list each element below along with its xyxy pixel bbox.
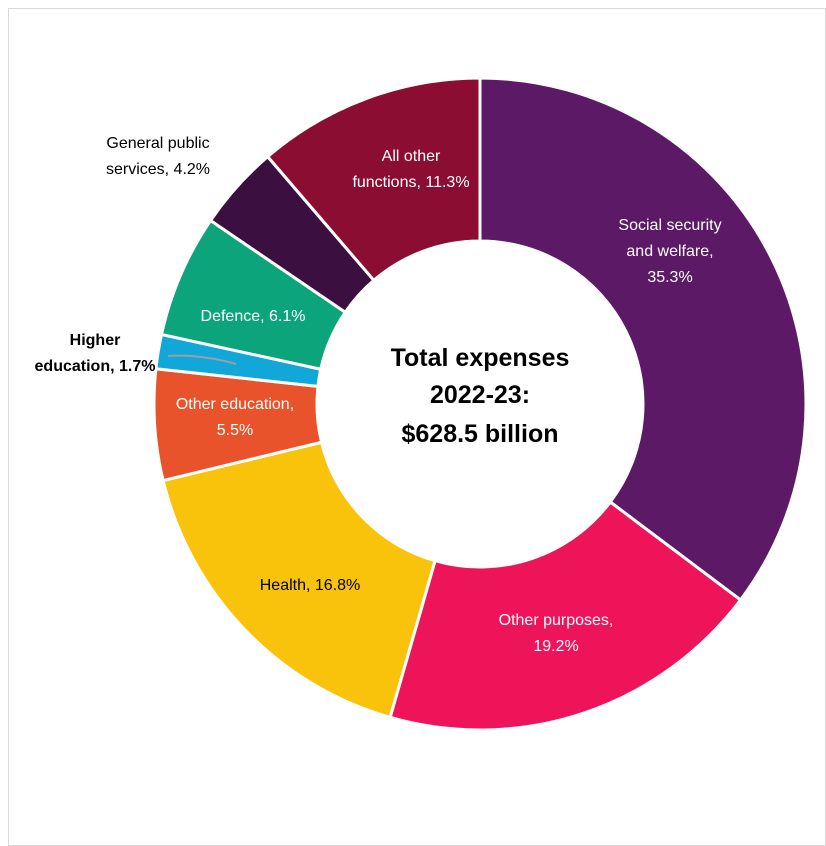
label-general-public-services: General public services, 4.2% bbox=[106, 135, 210, 178]
center-total: $628.5 billion bbox=[401, 420, 558, 448]
center-label: Total expenses 2022-23: $628.5 billion bbox=[391, 344, 570, 448]
slice-health bbox=[161, 440, 437, 720]
slice-social-security-and-welfare bbox=[478, 76, 808, 603]
slice-other-purposes bbox=[388, 499, 743, 732]
slices-group bbox=[152, 76, 808, 732]
label-all-other-functions: All other functions, 11.3% bbox=[352, 148, 469, 191]
label-other-education: Other education, 5.5% bbox=[176, 396, 294, 439]
higher-education-leader-line bbox=[167, 354, 237, 365]
center-title: Total expenses bbox=[391, 344, 570, 372]
labels-group: Social security and welfare, 35.3% Other pu… bbox=[35, 135, 722, 655]
slice-all-other-functions bbox=[265, 76, 482, 283]
label-health: Health, 16.8% bbox=[260, 577, 361, 594]
label-defence: Defence, 6.1% bbox=[201, 308, 306, 325]
label-other-purposes: Other purposes, 19.2% bbox=[499, 612, 614, 655]
label-social-security-and-welfare: Social security and welfare, 35.3% bbox=[618, 217, 721, 286]
center-year: 2022-23: bbox=[430, 381, 530, 409]
label-higher-education: Higher education, 1.7% bbox=[35, 332, 156, 375]
